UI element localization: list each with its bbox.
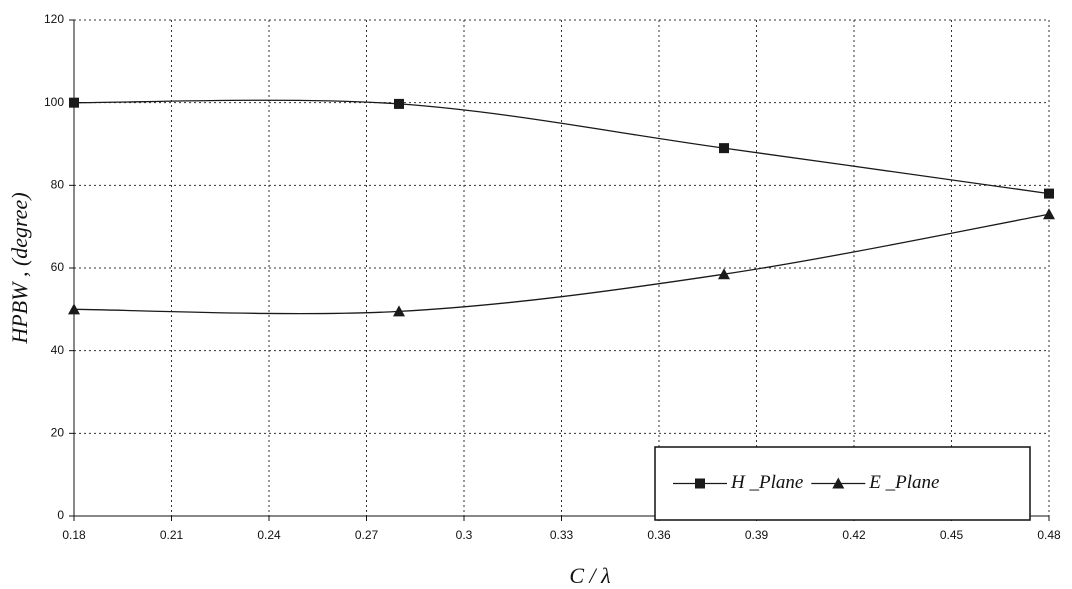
x-tick-label: 0.33 (550, 528, 574, 542)
legend-marker (832, 477, 845, 489)
data-point (68, 303, 80, 315)
data-point (718, 268, 730, 280)
x-tick-label: 0.27 (355, 528, 379, 542)
data-point (393, 305, 405, 317)
x-tick-label: 0.3 (456, 528, 473, 542)
legend-label: H _Plane (730, 472, 803, 493)
legend: H _Plane E _Plane (654, 446, 1031, 521)
y-tick-label: 100 (44, 95, 64, 109)
data-point (1044, 188, 1054, 199)
x-tick-label: 0.36 (647, 528, 671, 542)
y-tick-label: 80 (51, 178, 65, 192)
series-line (73, 213, 1050, 315)
data-point (719, 143, 729, 154)
y-tick-label: 60 (51, 260, 65, 274)
y-tick-label: 40 (51, 343, 65, 357)
data-point (69, 97, 79, 108)
x-tick-label: 0.24 (257, 528, 281, 542)
x-tick-label: 0.45 (940, 528, 964, 542)
legend-marker (695, 478, 705, 489)
data-point (394, 98, 404, 109)
y-tick-label: 20 (51, 426, 65, 440)
y-tick-label: 120 (44, 12, 64, 26)
x-tick-label: 0.39 (745, 528, 769, 542)
y-tick-label: 0 (57, 508, 64, 522)
y-axis-title: HPBW , (degree) (7, 192, 32, 344)
legend-label: E _Plane (868, 472, 939, 493)
x-tick-label: 0.42 (842, 528, 866, 542)
x-tick-label: 0.21 (160, 528, 184, 542)
x-axis-title: C / λ (569, 563, 610, 588)
data-point (1043, 208, 1055, 220)
x-tick-label: 0.18 (62, 528, 86, 542)
x-tick-label: 0.48 (1037, 528, 1061, 542)
series-line (73, 99, 1050, 195)
